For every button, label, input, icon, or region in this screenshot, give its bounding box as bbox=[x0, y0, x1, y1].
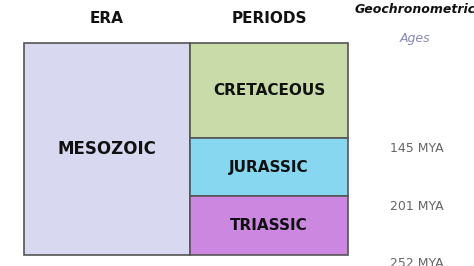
Text: CRETACEOUS: CRETACEOUS bbox=[213, 83, 325, 98]
Text: 145 MYA: 145 MYA bbox=[390, 143, 444, 155]
Bar bbox=[24, 43, 190, 255]
Text: Ages: Ages bbox=[400, 32, 430, 45]
Text: JURASSIC: JURASSIC bbox=[229, 160, 309, 174]
Text: TRIASSIC: TRIASSIC bbox=[230, 218, 308, 233]
Text: 252 MYA: 252 MYA bbox=[390, 257, 444, 266]
Text: 201 MYA: 201 MYA bbox=[390, 200, 444, 213]
Bar bbox=[190, 196, 348, 255]
Text: PERIODS: PERIODS bbox=[231, 11, 307, 26]
Bar bbox=[190, 43, 348, 138]
Text: ERA: ERA bbox=[90, 11, 124, 26]
Text: MESOZOIC: MESOZOIC bbox=[57, 140, 156, 158]
Bar bbox=[190, 138, 348, 196]
Text: Geochronometric: Geochronometric bbox=[354, 3, 474, 16]
